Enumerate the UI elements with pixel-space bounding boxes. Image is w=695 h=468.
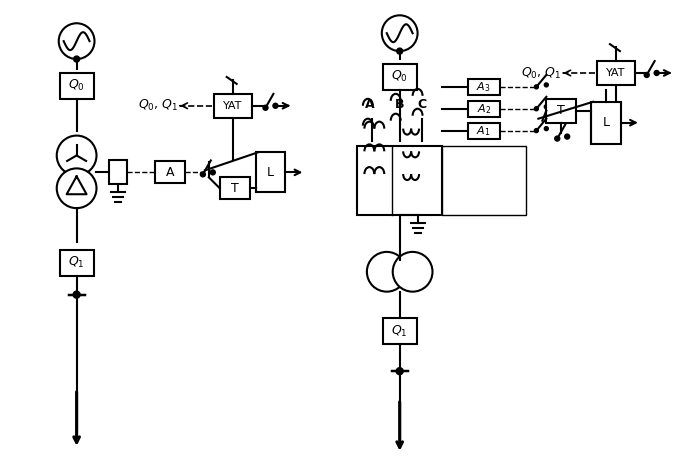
Circle shape bbox=[544, 83, 548, 87]
Circle shape bbox=[397, 48, 402, 54]
Circle shape bbox=[396, 368, 403, 375]
Circle shape bbox=[565, 134, 570, 139]
Circle shape bbox=[211, 170, 215, 175]
Bar bbox=[60, 73, 94, 99]
Bar bbox=[468, 79, 500, 95]
Text: $Q_0$, $Q_1$: $Q_0$, $Q_1$ bbox=[521, 66, 562, 80]
Circle shape bbox=[200, 172, 205, 177]
Text: $Q_0$: $Q_0$ bbox=[68, 78, 85, 94]
Bar bbox=[597, 61, 635, 85]
Text: $Q_1$: $Q_1$ bbox=[391, 324, 408, 339]
Circle shape bbox=[73, 291, 80, 298]
Circle shape bbox=[654, 71, 659, 75]
Bar bbox=[468, 101, 500, 117]
Circle shape bbox=[534, 85, 539, 89]
Bar bbox=[383, 319, 416, 344]
Bar bbox=[155, 161, 185, 183]
Text: $Q_0$: $Q_0$ bbox=[391, 69, 408, 85]
Text: YAT: YAT bbox=[606, 68, 626, 78]
Bar bbox=[383, 64, 416, 90]
Circle shape bbox=[57, 136, 97, 176]
Bar bbox=[60, 250, 94, 276]
Circle shape bbox=[644, 73, 649, 77]
Bar bbox=[214, 94, 252, 117]
Text: $A_3$: $A_3$ bbox=[477, 80, 491, 94]
Text: A: A bbox=[166, 166, 174, 179]
Circle shape bbox=[74, 56, 80, 62]
Circle shape bbox=[534, 107, 539, 111]
Text: $A_2$: $A_2$ bbox=[477, 102, 491, 116]
Circle shape bbox=[58, 23, 95, 59]
Circle shape bbox=[263, 105, 268, 110]
Bar bbox=[546, 99, 576, 123]
Circle shape bbox=[273, 103, 278, 108]
Circle shape bbox=[544, 127, 548, 131]
Text: B: B bbox=[395, 98, 404, 111]
Bar bbox=[591, 102, 621, 144]
Text: T: T bbox=[557, 104, 565, 117]
Circle shape bbox=[57, 168, 97, 208]
Bar bbox=[442, 146, 526, 215]
Circle shape bbox=[534, 129, 539, 132]
Bar bbox=[357, 146, 442, 215]
Text: L: L bbox=[603, 116, 610, 129]
Text: C: C bbox=[417, 98, 426, 111]
Bar bbox=[109, 161, 127, 184]
Circle shape bbox=[393, 252, 432, 292]
Circle shape bbox=[367, 252, 407, 292]
Text: $Q_0$, $Q_1$: $Q_0$, $Q_1$ bbox=[138, 98, 178, 113]
Text: $Q_1$: $Q_1$ bbox=[68, 255, 85, 271]
Text: T: T bbox=[231, 182, 238, 195]
Circle shape bbox=[382, 15, 418, 51]
Text: A: A bbox=[365, 98, 375, 111]
Text: L: L bbox=[267, 166, 274, 179]
Circle shape bbox=[544, 105, 548, 109]
Bar bbox=[256, 153, 286, 192]
Text: YAT: YAT bbox=[223, 101, 243, 111]
Bar bbox=[220, 177, 250, 199]
Text: $A_1$: $A_1$ bbox=[477, 124, 491, 138]
Circle shape bbox=[555, 136, 559, 141]
Bar bbox=[468, 123, 500, 139]
